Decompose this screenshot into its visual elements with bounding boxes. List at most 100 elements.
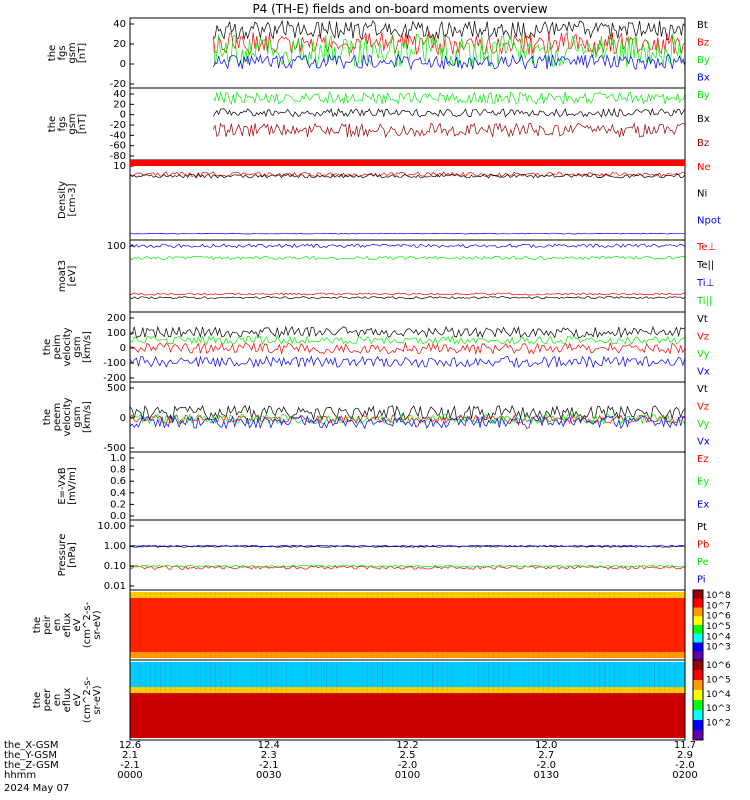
- y-tick-label: -200: [103, 373, 126, 384]
- y-tick-label: 0: [120, 110, 126, 121]
- y-tick-label: 0.0: [110, 511, 126, 522]
- series-line-Ti⊥: [129, 243, 686, 249]
- legend-By: By: [697, 55, 710, 66]
- series-line-Ti||: [129, 255, 686, 261]
- panel-7: 1.00.80.60.40.20.0 E=-VxB[mV/m] Ez Ey Ex: [57, 451, 709, 522]
- footer-value: -2.0: [536, 760, 556, 771]
- y-tick-label: 0.2: [110, 499, 126, 510]
- panel-10: 10^6 10^5 10^4 10^3 10^2 thepeerenefluxeV(cm^…: [32, 659, 731, 741]
- series-line-Vx: [129, 414, 686, 430]
- footer-value: 2.7: [538, 750, 554, 761]
- legend-Pi: Pi: [697, 575, 706, 586]
- legend-Bz: Bz: [697, 38, 709, 49]
- series-line-Vy: [129, 413, 686, 425]
- legend-Ni: Ni: [697, 189, 707, 200]
- series-line-Pt: [129, 545, 686, 548]
- panel-frame: [129, 519, 686, 591]
- series-line-Vx: [129, 355, 686, 369]
- y-tick-label: -20: [110, 120, 126, 131]
- legend-Npot: Npot: [697, 215, 721, 226]
- y-tick-label: 0.8: [110, 465, 126, 476]
- legend-Pe: Pe: [697, 557, 709, 568]
- y-axis-label: E=-VxB[mV/m]: [57, 467, 78, 505]
- y-axis-label: thepeirenefluxeV(cm^2-s-sr-eV): [32, 601, 103, 648]
- y-tick-label: 1.0: [110, 453, 126, 464]
- y-axis-label: Pressure[nPa]: [57, 534, 78, 577]
- legend-Ex: Ex: [697, 499, 709, 510]
- red-band: [130, 160, 685, 166]
- colorbar-tick: 10^6: [706, 612, 731, 622]
- colorbar-1: 10^810^710^610^510^410^3: [692, 589, 731, 661]
- footer-value: -2.1: [120, 760, 140, 771]
- y-tick-label: 0.10: [104, 561, 126, 572]
- footer-value: 0030: [256, 770, 281, 781]
- panel-3: 10 Density[cm-3] Ne Ni Npot: [57, 159, 721, 241]
- panel-frame: [129, 87, 686, 161]
- y-tick-label: 40: [113, 19, 126, 30]
- y-axis-label: thepeemvelocitygsm[km/s]: [42, 397, 93, 436]
- y-axis-label: thefgsgsm[nT]: [47, 42, 88, 63]
- series-line-By: [213, 91, 686, 105]
- y-axis-label: moat3[eV]: [57, 260, 78, 292]
- legend-Vt: Vt: [697, 384, 708, 395]
- legend-Pt: Pt: [697, 522, 707, 533]
- legend-Vx: Vx: [697, 437, 710, 448]
- legend-Ey: Ey: [697, 477, 709, 488]
- footer-row-label: the_X-GSM: [4, 740, 58, 751]
- y-tick-label: 0: [120, 343, 126, 354]
- y-axis-label: thepeimvelocitygsm[km/s]: [42, 327, 93, 366]
- footer-ephemeris: the_X-GSM 12.6 12.4 12.2 12.0 11.7 the_Y-GSM 2.…: [4, 740, 698, 794]
- y-tick-label: 20: [113, 39, 126, 50]
- y-tick-label: 20: [113, 99, 126, 110]
- colorbar-tick: 10^5: [706, 622, 731, 632]
- footer-value: 2.9: [677, 750, 693, 761]
- footer-value: -2.1: [259, 760, 279, 771]
- y-tick-label: 0.6: [110, 476, 126, 487]
- legend-Ne: Ne: [697, 162, 711, 173]
- footer-value: 0100: [395, 770, 420, 781]
- footer-value: 0200: [672, 770, 697, 781]
- series-line-Ni: [129, 173, 686, 179]
- panel-frame: [129, 659, 686, 741]
- panel-6: 500 0 -500 thepeemvelocitygsm[km/s] Vt Vz Vy Vx: [42, 381, 710, 454]
- y-tick-label: -20: [110, 79, 126, 90]
- footer-row-label: the_Z-GSM: [4, 760, 59, 771]
- footer-value: 11.7: [674, 740, 696, 751]
- footer-row-label: the_Y-GSM: [4, 750, 57, 761]
- legend-Ez: Ez: [697, 454, 709, 465]
- y-tick-label: 1.00: [104, 541, 126, 552]
- colorbar-tick: 10^3: [706, 704, 731, 714]
- panel-4: 100 moat3[eV] Te⊥ Te|| Ti⊥ Ti||: [57, 239, 716, 313]
- legend-Ti⊥: Ti⊥: [696, 278, 714, 289]
- legend-Vz: Vz: [697, 332, 709, 343]
- y-tick-label: 100: [107, 241, 126, 252]
- y-axis-label: thefgsgsm[nT]: [47, 113, 88, 134]
- series-line-Bt: [213, 19, 686, 41]
- footer-value: 12.6: [119, 740, 141, 751]
- panel-9: 10^810^710^610^510^410^3 thepeirenefluxeV…: [32, 589, 731, 661]
- legend-Vy: Vy: [697, 349, 710, 360]
- y-tick-label: 0: [120, 59, 126, 70]
- colorbar-tick: 10^7: [706, 601, 731, 611]
- legend-Te||: Te||: [696, 260, 714, 271]
- footer-value: 12.0: [535, 740, 557, 751]
- panel-frame: [129, 451, 686, 521]
- y-tick-label: 10: [113, 161, 126, 172]
- colorbar-tick: 10^8: [706, 591, 731, 601]
- footer-value: 0130: [534, 770, 559, 781]
- footer-value: 2.3: [261, 750, 277, 761]
- series-line-Vy: [129, 335, 686, 345]
- panel-frame: [129, 17, 686, 89]
- series-line-Pe: [130, 564, 686, 568]
- y-tick-label: 40: [113, 89, 126, 100]
- legend-Vt: Vt: [697, 314, 708, 325]
- series-line-Te||: [129, 296, 686, 300]
- footer-value: 0000: [117, 770, 142, 781]
- footer-value: 12.4: [258, 740, 280, 751]
- legend-Bz: Bz: [697, 138, 709, 149]
- footer-value: 2.1: [122, 750, 138, 761]
- panel-5: 200 100 0 -100 -200 thepeimvelocitygsm[km/s] V…: [42, 311, 710, 384]
- panels: 40200-20thefgsgsm[nT]BtBzByBx40200-20-40…: [32, 17, 731, 741]
